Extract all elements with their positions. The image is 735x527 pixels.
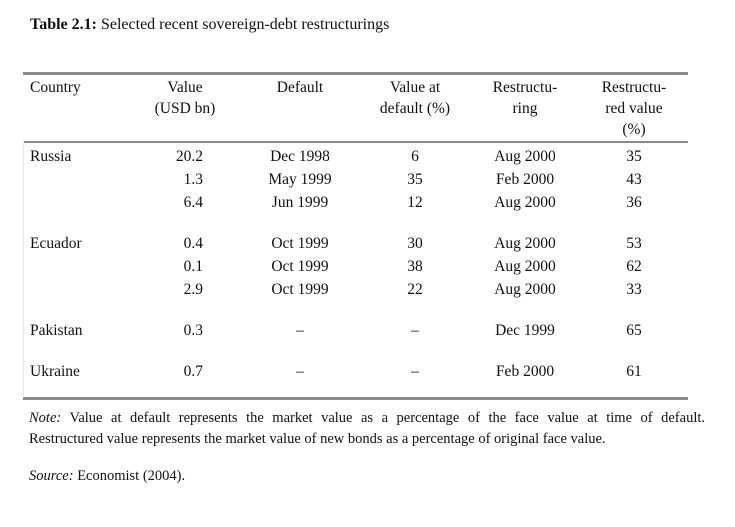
table-row: 2.9 Oct 1999 22 Aug 2000 33 (23, 278, 688, 301)
column-header-restructured-value: Restructu- red value (%) (580, 73, 688, 143)
table-cell: 36 (626, 194, 642, 211)
table-cell: 35 (407, 171, 423, 188)
spacer-cell (23, 214, 688, 232)
table-cell: Feb 2000 (495, 171, 555, 188)
sovereign-debt-table: Country Value (USD bn) Default Value at … (23, 72, 688, 400)
table-cell: – (296, 322, 304, 339)
table-caption-label: Table 2.1: (30, 16, 97, 33)
table-cell: Dec 1998 (270, 148, 330, 165)
table-row: Ecuador 0.4 Oct 1999 30 Aug 2000 53 (23, 232, 688, 255)
table-cell: Jun 1999 (271, 194, 329, 211)
table-cell: Aug 2000 (494, 194, 556, 211)
note-line-1: Note: Value at default represents the ma… (29, 408, 705, 429)
table-cell: Aug 2000 (494, 235, 556, 252)
table-cell: 0.7 (183, 363, 203, 380)
table-cell: Aug 2000 (494, 281, 556, 298)
table-cell: – (411, 322, 419, 339)
table-cell: – (296, 363, 304, 380)
table-cell: 38 (407, 258, 423, 275)
table-cell: Dec 1999 (495, 322, 555, 339)
table-cell: 43 (626, 171, 642, 188)
table-cell: 62 (626, 258, 642, 275)
table-cell (23, 168, 130, 191)
header-row: Country Value (USD bn) Default Value at … (23, 73, 688, 143)
table-cell (23, 191, 130, 214)
table-cell: 20.2 (175, 148, 203, 165)
table-cell: 33 (626, 281, 642, 298)
spacer-row (23, 342, 688, 360)
table-row: 0.1 Oct 1999 38 Aug 2000 62 (23, 255, 688, 278)
table-cell: 0.1 (183, 258, 203, 275)
table-cell: Feb 2000 (495, 363, 555, 380)
table-header: Country Value (USD bn) Default Value at … (23, 73, 688, 143)
note-line-2: Restructured value represents the market… (29, 431, 606, 447)
table-left-edge-line (23, 141, 24, 395)
table-caption-text: Selected recent sovereign-debt restructu… (96, 16, 390, 33)
table-cell: Oct 1999 (271, 281, 329, 298)
note-label: Note: (29, 410, 62, 426)
table-cell: 1.3 (183, 171, 203, 188)
table-cell (23, 278, 130, 301)
table-row: Russia 20.2 Dec 1998 6 Aug 2000 35 (23, 142, 688, 168)
table-cell: 0.3 (183, 322, 203, 339)
table-caption: Table 2.1: Selected recent sovereign-deb… (30, 14, 389, 36)
table-cell: – (411, 363, 419, 380)
table-cell: Pakistan (30, 322, 83, 339)
table-cell: May 1999 (268, 171, 332, 188)
table-cell: 2.9 (183, 281, 203, 298)
source-text: Economist (2004). (73, 468, 186, 484)
column-header-default: Default (240, 73, 360, 143)
table-note: Note: Value at default represents the ma… (29, 408, 705, 450)
table-cell: 12 (407, 194, 423, 211)
spacer-row (23, 214, 688, 232)
table-cell: Ecuador (30, 235, 82, 252)
note-text-1: Value at default represents the market v… (61, 410, 705, 426)
column-header-restructuring: Restructu- ring (470, 73, 580, 143)
table-cell (23, 255, 130, 278)
spacer-cell (23, 342, 688, 360)
column-header-value: Value (USD bn) (130, 73, 240, 143)
table-source: Source: Economist (2004). (29, 466, 185, 487)
table-cell: Ukraine (30, 363, 80, 380)
table-cell: Aug 2000 (494, 148, 556, 165)
table-body: Russia 20.2 Dec 1998 6 Aug 2000 35 1.3 May 1999… (23, 142, 688, 399)
spacer-cell (23, 301, 688, 319)
source-label: Source: (29, 468, 74, 484)
table-cell: 61 (626, 363, 642, 380)
table-cell: 0.4 (183, 235, 203, 252)
column-header-country: Country (23, 73, 130, 143)
table-cell: Oct 1999 (271, 258, 329, 275)
table-cell: 35 (626, 148, 642, 165)
table-cell: Russia (30, 148, 72, 165)
table-cell: Oct 1999 (271, 235, 329, 252)
table-cell: 6 (411, 148, 419, 165)
spacer-row (23, 301, 688, 319)
table-row: Pakistan 0.3 – – Dec 1999 65 (23, 319, 688, 342)
table-cell: 22 (407, 281, 423, 298)
table-row: 1.3 May 1999 35 Feb 2000 43 (23, 168, 688, 191)
column-header-value-at-default: Value at default (%) (360, 73, 470, 143)
table-cell: Aug 2000 (494, 258, 556, 275)
table-cell: 6.4 (183, 194, 203, 211)
table-row: Ukraine 0.7 – – Feb 2000 61 (23, 360, 688, 399)
table-cell: 53 (626, 235, 642, 252)
table-cell: 30 (407, 235, 423, 252)
table-row: 6.4 Jun 1999 12 Aug 2000 36 (23, 191, 688, 214)
table-cell: 65 (626, 322, 642, 339)
